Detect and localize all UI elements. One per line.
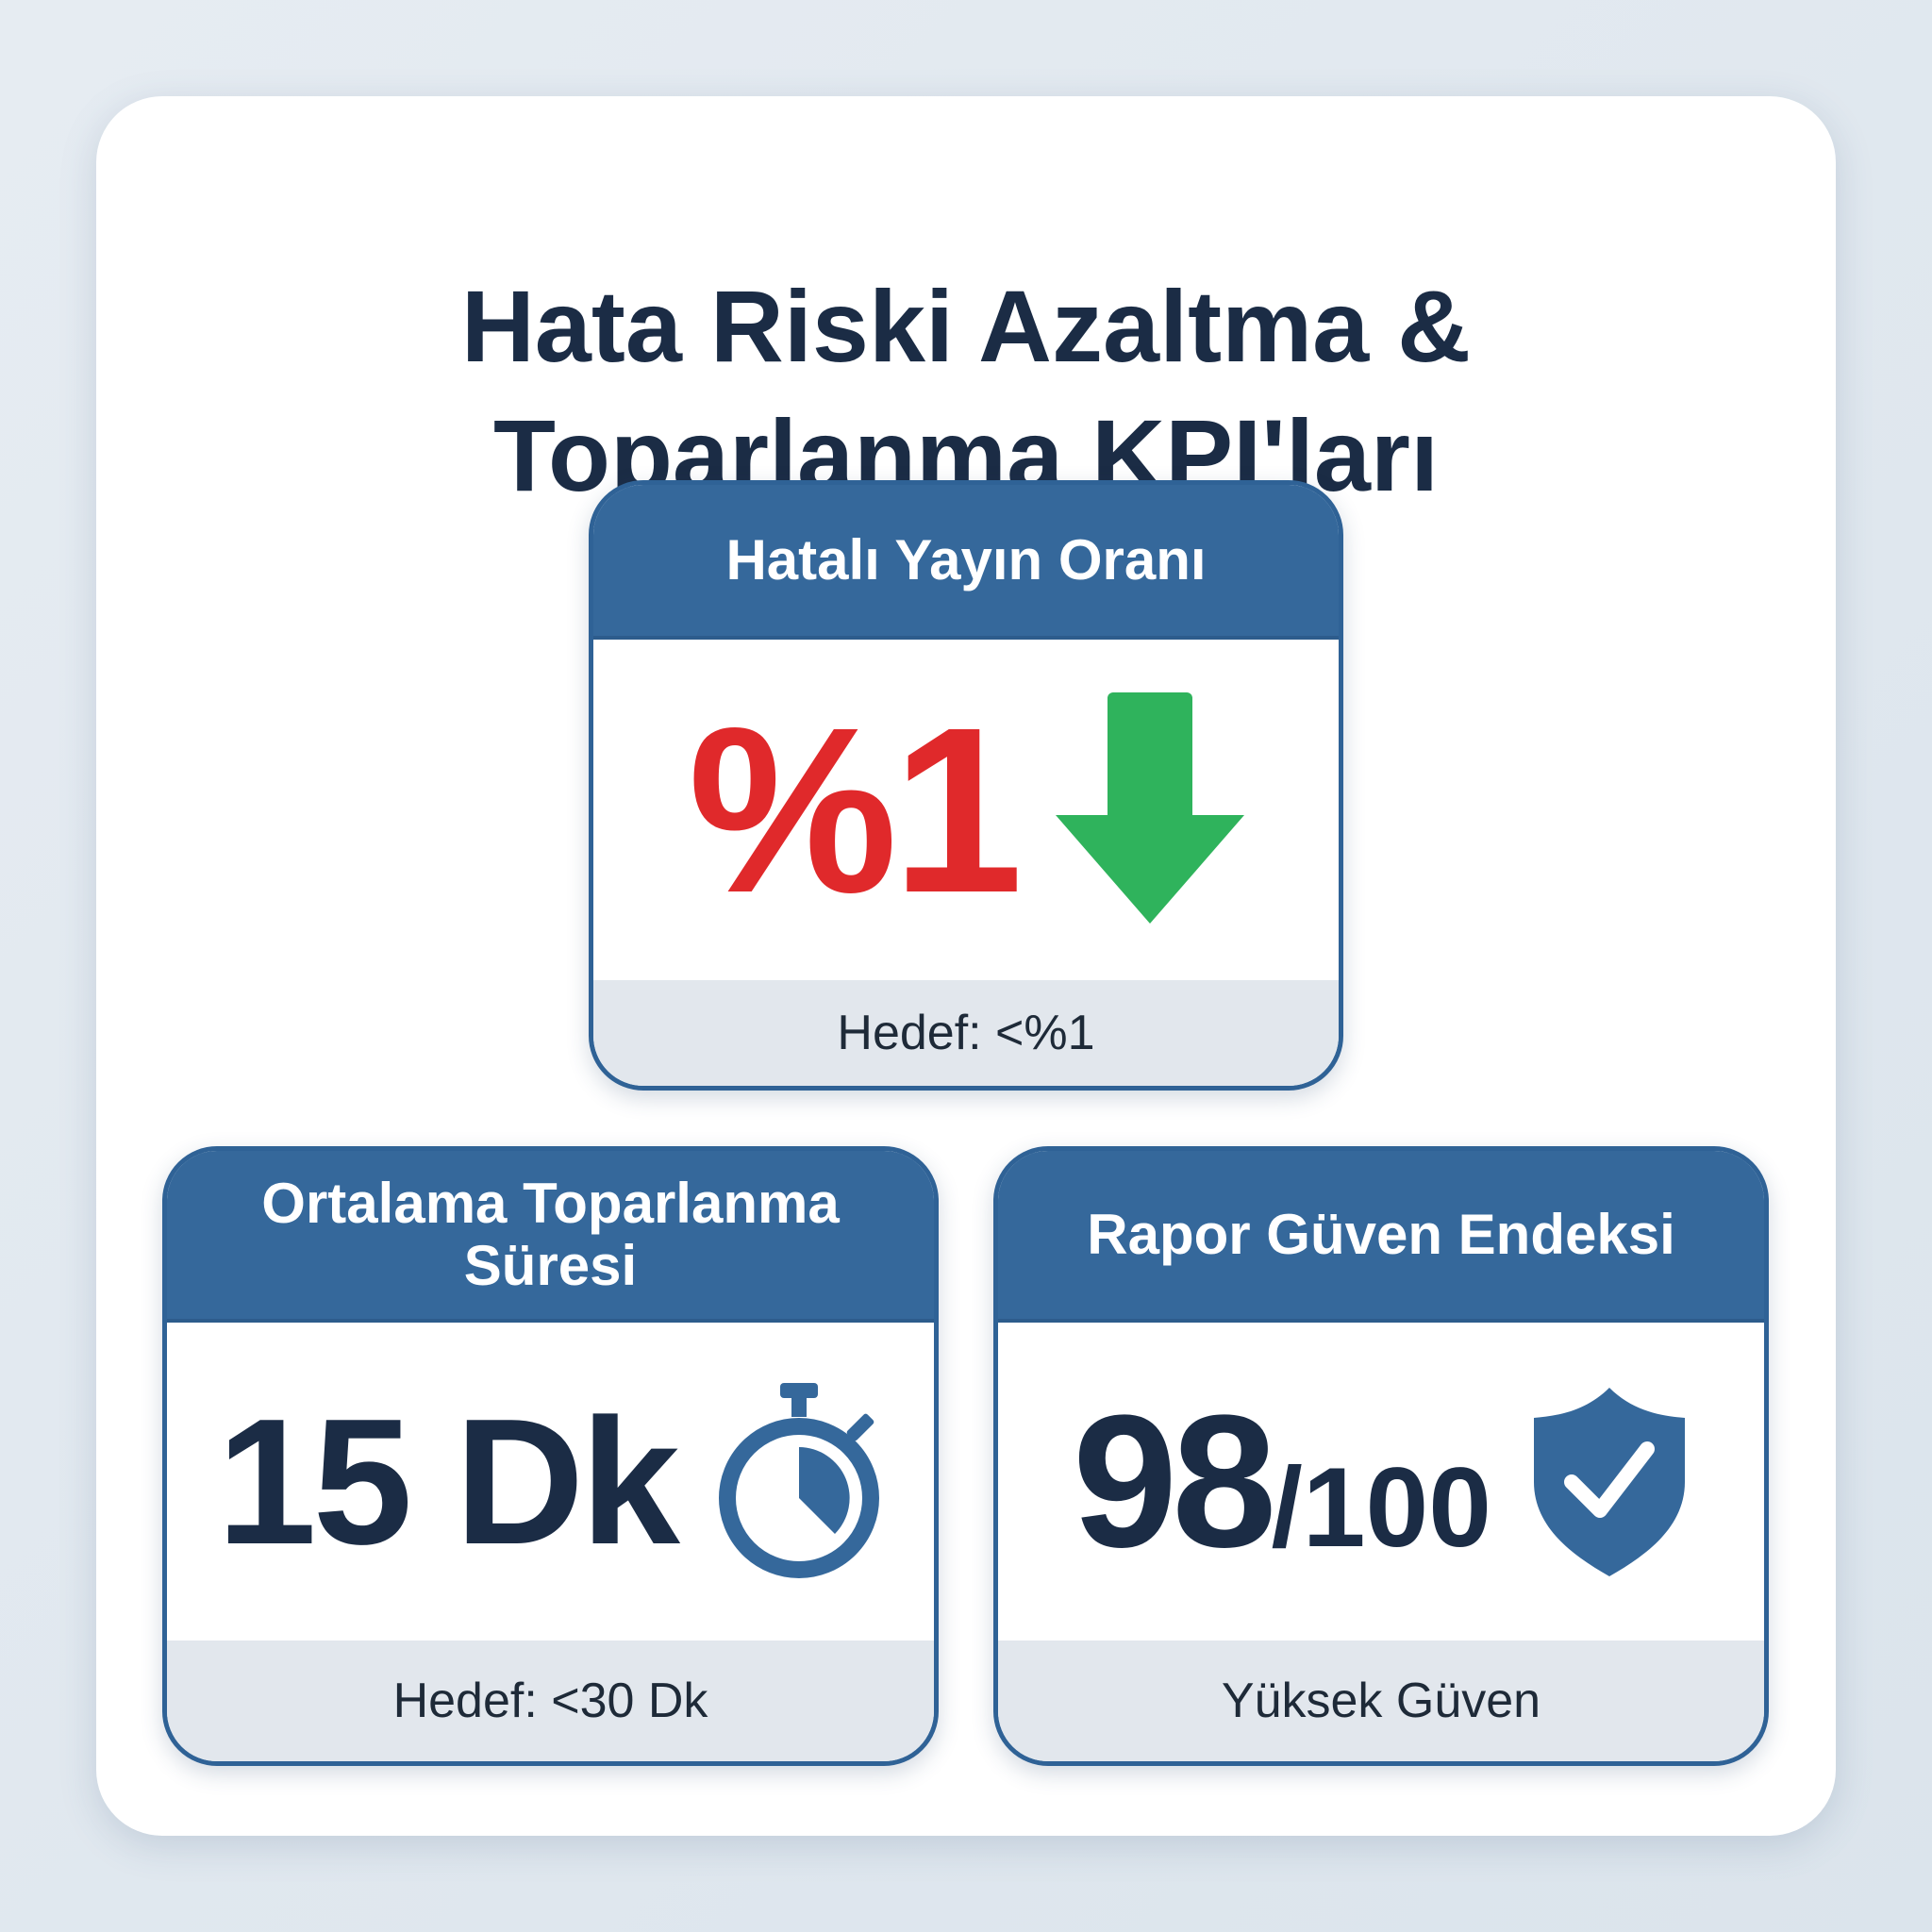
- kpi-value-suffix: /100: [1271, 1443, 1492, 1571]
- page-title-line1: Hata Riski Azaltma &: [460, 269, 1472, 383]
- kpi-value: 98: [1072, 1375, 1276, 1587]
- kpi-footer: Hedef: <30 Dk: [167, 1641, 934, 1761]
- kpi-value: %1: [688, 677, 1023, 941]
- kpi-value: 15 Dk: [216, 1381, 680, 1582]
- kpi-footer: Yüksek Güven: [998, 1641, 1764, 1761]
- shield-check-icon: [1534, 1387, 1686, 1576]
- kpi-title: Rapor Güven Endeksi: [998, 1151, 1764, 1323]
- kpi-card-report-trust: Rapor Güven Endeksi 98/100 Yüksek Güven: [993, 1146, 1769, 1766]
- kpi-title: Hatalı Yayın Oranı: [593, 485, 1339, 640]
- arrow-down-icon: [1055, 691, 1244, 924]
- stopwatch-icon: [719, 1382, 879, 1578]
- kpi-card-error-rate: Hatalı Yayın Oranı %1 Hedef: <%1: [589, 480, 1343, 1091]
- kpi-card-recovery-time: Ortalama Toparlanma Süresi 15 Dk Hedef: …: [162, 1146, 939, 1766]
- kpi-footer: Hedef: <%1: [593, 980, 1339, 1086]
- kpi-title: Ortalama Toparlanma Süresi: [167, 1151, 934, 1323]
